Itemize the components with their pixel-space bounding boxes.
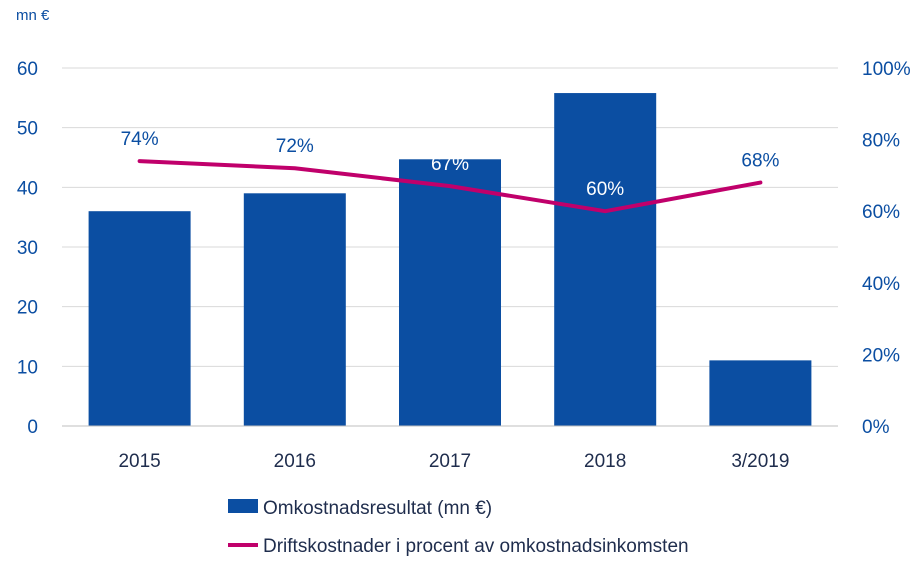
y-left-tick-label: 60 xyxy=(17,59,38,80)
y-right-tick-label: 80% xyxy=(862,131,900,152)
y-right-tick-label: 40% xyxy=(862,274,900,295)
line-path xyxy=(137,159,763,214)
legend-swatch-bar xyxy=(228,499,258,513)
data-labels: 74% 72% 67% 60% 68% xyxy=(121,129,780,200)
y-left-tick-label: 30 xyxy=(17,238,38,259)
data-label: 74% xyxy=(121,129,159,150)
y-left-tick-label: 10 xyxy=(17,357,38,378)
data-label: 68% xyxy=(741,151,779,172)
legend: Omkostnadsresultat (mn €) Driftskostnade… xyxy=(228,498,689,557)
x-tick-label: 2018 xyxy=(584,451,626,472)
left-axis-unit: mn € xyxy=(16,7,50,24)
legend-label-line: Driftskostnader i procent av omkostnadsi… xyxy=(263,536,689,557)
bar xyxy=(554,93,657,426)
y-right-tick-label: 20% xyxy=(862,345,900,366)
y-left-tick-label: 0 xyxy=(27,417,38,438)
bar xyxy=(709,360,812,426)
y-left-tick-label: 40 xyxy=(17,178,38,199)
bar xyxy=(243,193,346,426)
x-tick-label: 2015 xyxy=(118,451,160,472)
x-tick-label: 2017 xyxy=(429,451,471,472)
bar xyxy=(399,159,501,427)
axes: 0 10 20 30 40 50 60 0% 20% 40% 60% 80% 100% 2015 2016 2… xyxy=(17,59,911,472)
y-right-tick-label: 60% xyxy=(862,202,900,223)
y-right-tick-label: 100% xyxy=(862,59,911,80)
y-left-tick-label: 50 xyxy=(17,119,38,140)
line-series xyxy=(137,159,763,214)
x-tick-label: 2016 xyxy=(274,451,316,472)
y-left-tick-label: 20 xyxy=(17,298,38,319)
data-label: 60% xyxy=(586,179,624,200)
data-label: 67% xyxy=(431,154,469,175)
y-right-tick-label: 0% xyxy=(862,417,890,438)
data-label: 72% xyxy=(276,136,314,157)
bar xyxy=(88,211,191,426)
legend-label-bar: Omkostnadsresultat (mn €) xyxy=(263,498,492,519)
x-tick-label: 3/2019 xyxy=(731,451,789,472)
bars xyxy=(88,93,812,427)
